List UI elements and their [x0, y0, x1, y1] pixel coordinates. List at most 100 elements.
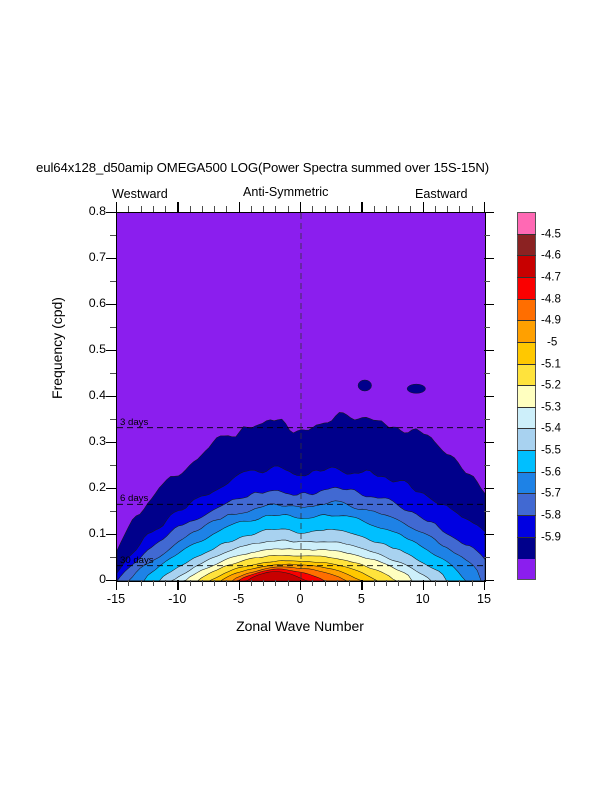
colorbar-separator	[517, 493, 536, 495]
colorbar-tick-label: -4.6	[541, 248, 561, 262]
colorbar-tick-label: -5.4	[541, 421, 561, 435]
colorbar-tick-label: -5.8	[541, 508, 561, 522]
x-tick-major	[177, 580, 179, 590]
x-tick-label: -15	[106, 592, 126, 606]
colorbar-band	[518, 407, 535, 430]
y-tick-major-right	[484, 350, 494, 352]
colorbar-separator	[517, 515, 536, 517]
x-tick-label: 10	[415, 592, 430, 606]
colorbar-separator	[517, 255, 536, 257]
contour-band	[117, 571, 485, 581]
x-tick-minor	[214, 580, 216, 586]
colorbar-band	[518, 515, 535, 538]
colorbar-separator	[517, 298, 536, 300]
colorbar-separator	[517, 363, 536, 365]
x-tick-minor	[398, 580, 400, 586]
y-tick-major-right	[484, 258, 494, 260]
y-tick-minor-right	[484, 557, 490, 558]
x-tick-minor-top	[324, 206, 326, 212]
x-tick-minor-top	[471, 206, 473, 212]
x-tick-minor	[459, 580, 461, 586]
colorbar-tick-label: -5.3	[541, 400, 561, 414]
x-tick-major-top	[177, 202, 179, 212]
x-tick-minor-top	[410, 206, 412, 212]
y-tick-minor	[110, 373, 116, 374]
colorbar-band	[518, 429, 535, 452]
x-tick-major-top	[116, 202, 118, 212]
contour-plot-area: 3 days 6 days 30 days	[116, 212, 486, 582]
y-tick-major-right	[484, 442, 494, 444]
symmetry-label: Anti-Symmetric	[243, 185, 329, 199]
y-tick-minor-right	[484, 465, 490, 466]
colorbar-separator	[517, 428, 536, 430]
x-tick-major-top	[422, 202, 424, 212]
colorbar-band	[518, 537, 535, 560]
y-tick-major-right	[484, 534, 494, 536]
contour-svg	[117, 213, 485, 581]
y-tick-major	[106, 258, 116, 260]
y-tick-minor-right	[484, 327, 490, 328]
x-tick-minor	[312, 580, 314, 586]
eastward-label: Eastward	[415, 187, 468, 201]
colorbar-band	[518, 472, 535, 495]
y-tick-major	[106, 304, 116, 306]
colorbar-separator	[517, 406, 536, 408]
colorbar-tick-label: -5.2	[541, 378, 561, 392]
period-label-30-days: 30 days	[120, 554, 154, 566]
y-tick-major-right	[484, 212, 494, 214]
x-tick-minor	[447, 580, 449, 586]
x-tick-minor-top	[250, 206, 252, 212]
y-tick-minor-right	[484, 281, 490, 282]
x-tick-minor-top	[336, 206, 338, 212]
y-tick-major	[106, 488, 116, 490]
y-tick-label: 0.8	[88, 204, 106, 218]
x-tick-major-top	[361, 202, 363, 212]
y-tick-minor-right	[484, 419, 490, 420]
y-tick-minor	[110, 235, 116, 236]
y-tick-major	[106, 580, 116, 582]
colorbar-separator	[517, 536, 536, 538]
colorbar-tick-label: -5.1	[541, 357, 561, 371]
x-tick-minor-top	[226, 206, 228, 212]
y-tick-minor	[110, 327, 116, 328]
y-tick-label: 0.1	[88, 526, 106, 540]
x-tick-minor-top	[165, 206, 167, 212]
colorbar-band	[518, 451, 535, 473]
x-tick-minor	[287, 580, 289, 586]
colorbar-band	[518, 364, 535, 387]
x-tick-minor	[275, 580, 277, 586]
y-tick-minor	[110, 281, 116, 282]
y-tick-major-right	[484, 580, 494, 582]
x-tick-major	[361, 580, 363, 590]
x-tick-minor-top	[434, 206, 436, 212]
colorbar-tick-label: -5	[547, 335, 558, 349]
y-tick-major	[106, 534, 116, 536]
x-tick-major	[422, 580, 424, 590]
x-tick-minor	[324, 580, 326, 586]
colorbar-tick-label: -4.8	[541, 292, 561, 306]
y-tick-minor-right	[484, 373, 490, 374]
x-tick-minor-top	[373, 206, 375, 212]
y-tick-major	[106, 212, 116, 214]
colorbar-separator	[517, 276, 536, 278]
x-tick-minor	[373, 580, 375, 586]
y-tick-major	[106, 442, 116, 444]
period-label-3-days: 3 days	[120, 416, 149, 428]
y-axis-title: Frequency (cpd)	[49, 297, 65, 399]
colorbar-band	[518, 559, 535, 579]
y-tick-major	[106, 350, 116, 352]
colorbar-separator	[517, 385, 536, 387]
x-tick-label: -10	[168, 592, 187, 606]
x-tick-minor	[165, 580, 167, 586]
colorbar-band	[518, 321, 535, 343]
colorbar-separator	[517, 450, 536, 452]
x-tick-major-top	[300, 202, 302, 212]
y-tick-label: 0	[99, 572, 106, 586]
colorbar-tick-label: -4.7	[541, 270, 561, 284]
x-tick-minor	[128, 580, 130, 586]
colorbar-separator	[517, 320, 536, 322]
y-tick-label: 0.7	[88, 250, 106, 264]
y-tick-minor-right	[484, 235, 490, 236]
x-tick-minor-top	[447, 206, 449, 212]
